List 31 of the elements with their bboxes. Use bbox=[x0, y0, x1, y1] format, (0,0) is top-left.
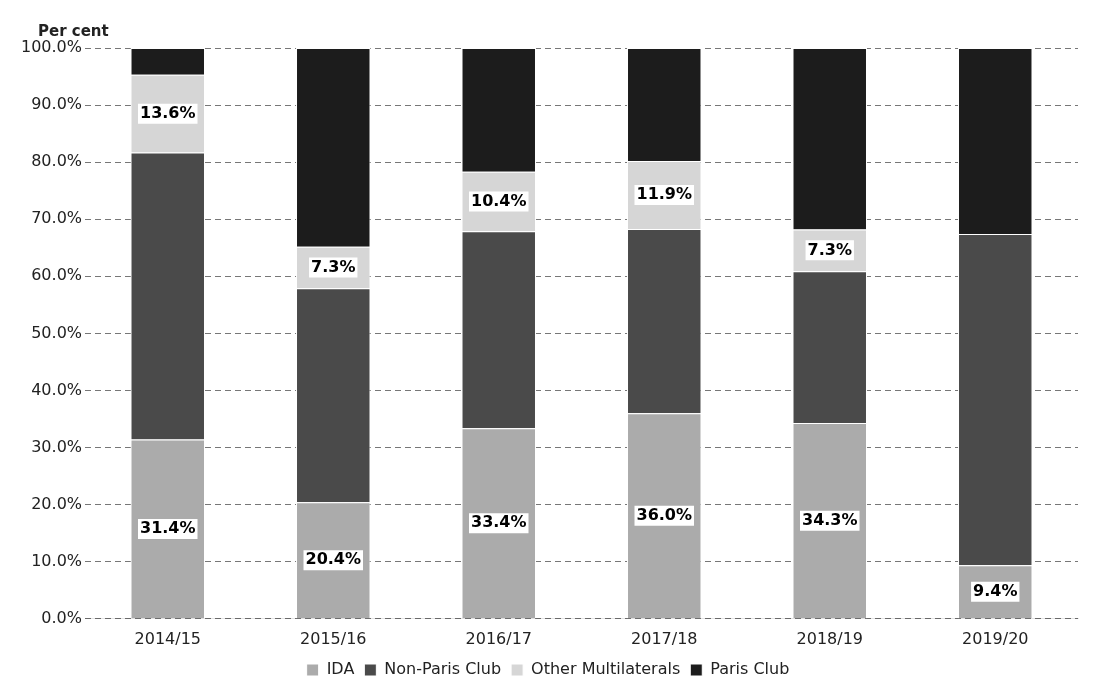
legend-label: Paris Club bbox=[710, 659, 790, 679]
data-label: 13.6% bbox=[140, 102, 196, 122]
legend-label: IDA bbox=[326, 659, 355, 679]
data-label: 7.3% bbox=[311, 256, 356, 276]
x-tick-label: 2015/16 bbox=[300, 628, 367, 648]
data-label: 34.3% bbox=[801, 509, 858, 529]
y-tick-label: 40.0% bbox=[31, 379, 83, 399]
x-tick-label: 2016/17 bbox=[465, 628, 532, 648]
y-tick-label: 80.0% bbox=[31, 151, 83, 171]
data-label: 31.4% bbox=[140, 518, 196, 538]
y-tick-label: 10.0% bbox=[31, 550, 83, 570]
x-tick-label: 2019/20 bbox=[962, 628, 1029, 648]
y-tick-label: 0.0% bbox=[41, 607, 83, 627]
data-label: 36.0% bbox=[636, 504, 693, 524]
y-tick-label: 20.0% bbox=[31, 493, 83, 513]
y-tick-label: 70.0% bbox=[31, 208, 83, 228]
y-tick-label: 30.0% bbox=[31, 436, 83, 456]
x-tick-label: 2014/15 bbox=[134, 628, 201, 648]
y-tick-label: 50.0% bbox=[31, 322, 83, 342]
x-tick-label: 2018/19 bbox=[796, 628, 863, 648]
data-label: 20.4% bbox=[305, 549, 362, 569]
data-label: 33.4% bbox=[471, 512, 527, 532]
data-label: 11.9% bbox=[636, 184, 693, 204]
data-label: 10.4% bbox=[471, 190, 527, 210]
legend-label: Non-Paris Club bbox=[384, 659, 502, 679]
data-label: 7.3% bbox=[807, 239, 852, 259]
x-tick-label: 2017/18 bbox=[631, 628, 698, 648]
y-tick-label: 90.0% bbox=[31, 94, 83, 114]
data-label: 9.4% bbox=[973, 580, 1018, 600]
legend-label: Other Multilaterals bbox=[531, 659, 681, 679]
y-tick-label: 60.0% bbox=[31, 265, 83, 285]
